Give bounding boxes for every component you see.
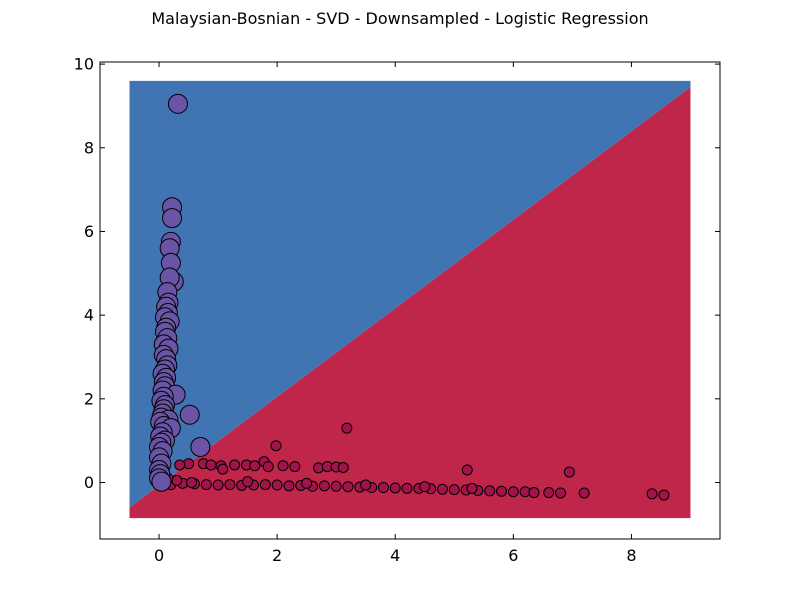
data-point-lower bbox=[289, 461, 301, 473]
points-upper-class bbox=[149, 93, 211, 492]
y-tick-label: 10 bbox=[74, 55, 94, 74]
data-point-lower bbox=[242, 476, 254, 488]
upper-region bbox=[129, 80, 691, 508]
x-tick-label: 4 bbox=[390, 546, 400, 565]
data-point-lower bbox=[507, 486, 519, 498]
data-point-lower bbox=[543, 487, 555, 499]
data-point-upper bbox=[151, 471, 172, 492]
data-point-lower bbox=[217, 463, 229, 475]
plot-frame bbox=[99, 61, 721, 540]
data-point-lower bbox=[262, 461, 274, 473]
data-point-lower bbox=[461, 464, 473, 476]
data-point-lower bbox=[360, 479, 372, 491]
data-point-lower bbox=[200, 479, 212, 491]
data-point-lower bbox=[658, 489, 670, 501]
y-tick-label: 4 bbox=[84, 306, 94, 325]
data-point-lower bbox=[389, 482, 401, 494]
data-point-lower bbox=[270, 440, 282, 452]
data-point-lower bbox=[205, 459, 217, 471]
data-point-lower bbox=[448, 484, 460, 496]
data-point-lower bbox=[466, 482, 478, 494]
data-point-lower bbox=[342, 481, 354, 493]
data-point-lower bbox=[341, 422, 353, 434]
data-point-lower bbox=[578, 487, 590, 499]
data-point-upper bbox=[162, 208, 183, 229]
data-point-lower bbox=[330, 480, 342, 492]
data-point-lower bbox=[186, 477, 198, 489]
data-point-lower bbox=[563, 466, 575, 478]
data-point-upper bbox=[167, 93, 188, 114]
chart-title: Malaysian-Bosnian - SVD - Downsampled - … bbox=[151, 9, 649, 28]
data-point-lower bbox=[401, 482, 413, 494]
data-point-lower bbox=[259, 479, 271, 491]
data-point-lower bbox=[528, 487, 540, 499]
y-tick-label: 0 bbox=[84, 473, 94, 492]
data-point-lower bbox=[646, 488, 658, 500]
data-point-lower bbox=[496, 485, 508, 497]
data-point-lower bbox=[377, 482, 389, 494]
data-point-lower bbox=[224, 479, 236, 491]
x-tick-label: 2 bbox=[272, 546, 282, 565]
data-point-lower bbox=[318, 480, 330, 492]
data-point-lower bbox=[555, 487, 567, 499]
data-point-lower bbox=[484, 485, 496, 497]
data-point-lower bbox=[337, 461, 349, 473]
x-tick-label: 8 bbox=[626, 546, 636, 565]
data-point-lower bbox=[271, 479, 283, 491]
data-point-lower bbox=[229, 459, 241, 471]
x-tick-label: 6 bbox=[508, 546, 518, 565]
data-point-upper bbox=[179, 404, 200, 425]
data-point-lower bbox=[212, 479, 224, 491]
data-point-lower bbox=[312, 462, 324, 474]
points-lower-class bbox=[162, 422, 670, 501]
decision-regions bbox=[129, 80, 691, 519]
data-point-lower bbox=[171, 474, 183, 486]
lower-region bbox=[129, 87, 691, 519]
data-point-lower bbox=[283, 480, 295, 492]
data-point-lower bbox=[174, 459, 186, 471]
y-tick-label: 6 bbox=[84, 222, 94, 241]
data-point-lower bbox=[436, 483, 448, 495]
data-point-upper bbox=[190, 436, 211, 457]
x-tick-label: 0 bbox=[154, 546, 164, 565]
y-tick-label: 8 bbox=[84, 138, 94, 157]
data-point-lower bbox=[419, 481, 431, 493]
x-axis: 0 2 4 6 8 bbox=[154, 62, 637, 565]
data-point-lower bbox=[183, 458, 195, 470]
y-axis: 0 2 4 6 8 10 bbox=[74, 55, 720, 492]
data-point-lower bbox=[249, 460, 261, 472]
data-point-lower bbox=[301, 477, 313, 489]
data-point-lower bbox=[277, 460, 289, 472]
y-tick-label: 2 bbox=[84, 389, 94, 408]
